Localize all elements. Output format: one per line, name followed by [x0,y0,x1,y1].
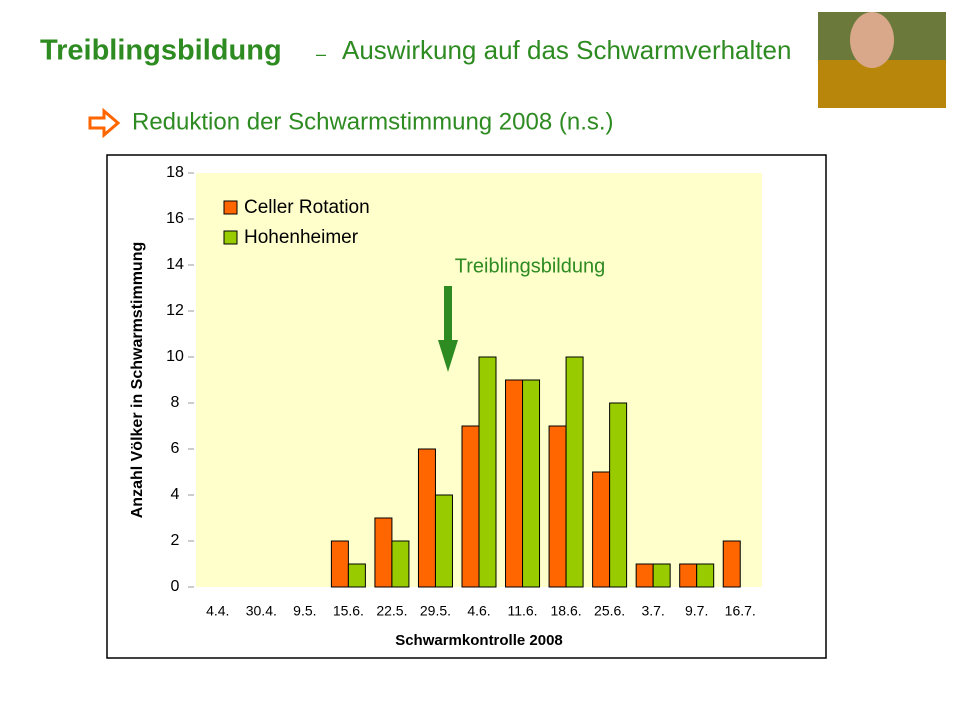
chart: 0 2 4 6 8 10 12 14 16 18 Anzahl Völker in Schwarms… [129,164,762,649]
x-tick-label: 30.4. [246,603,277,619]
bar [592,471,611,588]
x-tick-label: 4.6. [467,603,490,619]
photo-comb [818,60,946,108]
x-tick-label: 25.6. [594,603,625,619]
bar [374,517,393,588]
y-tick-label: 2 [171,532,180,549]
slide-title: Treiblingsbildung [40,35,282,67]
slide-title-suffix: Auswirkung auf das Schwarmverhalten [342,35,791,65]
y-tick-label: 16 [166,210,184,227]
x-tick-label: 29.5. [420,603,451,619]
annotation: Treiblingsbildung [455,255,605,277]
y-tick-label: 14 [166,256,184,273]
legend-swatch [223,200,238,215]
y-tick-label: 4 [171,486,180,503]
bullet-arrow [88,107,121,139]
x-tick-label: 9.5. [293,603,316,619]
bar [696,563,715,588]
legend-label: Celler Rotation [244,197,370,218]
x-tick-label: 9.7. [685,603,708,619]
arrow-icon [88,107,121,139]
bar [522,379,541,588]
bar [679,563,698,588]
y-tick-label: 12 [166,302,184,319]
bar [548,425,567,588]
photo-face [850,12,894,68]
slide-subtitle: Reduktion der Schwarmstimmung 2008 (n.s.… [132,108,614,135]
title-separator: – [316,44,326,64]
bar [722,540,741,588]
bar [434,494,453,588]
bar [505,379,524,588]
x-tick-label: 11.6. [507,603,537,619]
y-tick-label: 8 [171,394,180,411]
y-axis-label: Anzahl Völker in Schwarmstimmung [129,242,146,519]
photo [818,12,946,108]
x-tick-label: 16.7. [725,603,756,619]
x-tick-label: 4.4. [206,603,229,619]
x-tick-label: 3.7. [641,603,664,619]
x-tick-label: 18.6. [551,603,582,619]
y-tick-label: 0 [171,578,180,595]
bar [609,402,628,588]
x-tick-label: 15.6. [333,603,364,619]
bar [478,356,497,588]
y-tick-label: 10 [166,348,184,365]
bar [652,563,671,588]
bar [417,448,436,588]
bar [565,356,584,588]
bar [347,563,366,588]
legend-label: Hohenheimer [244,227,359,248]
x-tick-label: 22.5. [376,603,407,619]
bar [635,563,654,588]
bar [461,425,480,588]
annotation-arrow [438,286,458,372]
y-tick-label: 18 [166,164,184,181]
legend-swatch [223,230,238,245]
y-tick-label: 6 [171,440,180,457]
bar [391,540,410,588]
bar [330,540,349,588]
x-axis-label: Schwarmkontrolle 2008 [395,632,563,649]
